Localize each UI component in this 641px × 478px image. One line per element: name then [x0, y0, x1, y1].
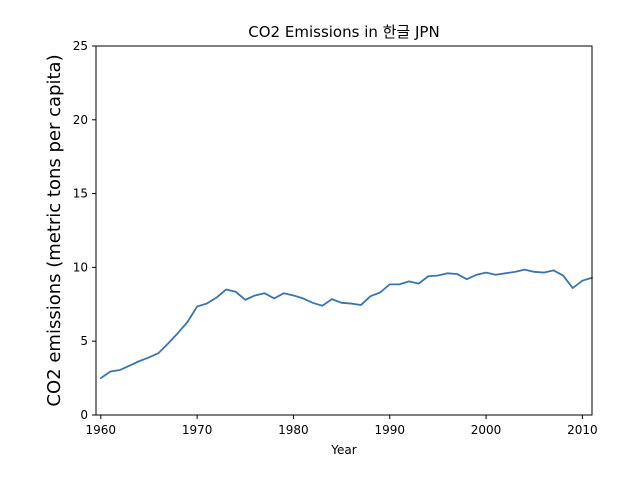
y-axis-label: CO2 emissions (metric tons per capita)	[44, 54, 65, 406]
x-tick-label: 1980	[278, 423, 309, 437]
y-tick-label: 20	[73, 113, 88, 127]
x-tick-label: 1960	[86, 423, 117, 437]
plot-area	[99, 268, 593, 380]
y-axis: 0 5 10 15 20 25	[73, 39, 96, 422]
x-tick-label: 2010	[567, 423, 598, 437]
series-line	[99, 268, 593, 380]
chart-title: CO2 Emissions in 한글 JPN	[248, 23, 439, 41]
x-tick-label: 2000	[471, 423, 502, 437]
y-tick-label: 10	[73, 260, 88, 274]
axes-frame	[95, 45, 593, 416]
x-tick-label: 1990	[374, 423, 405, 437]
x-tick-label: 1970	[182, 423, 213, 437]
y-tick-label: 25	[73, 39, 88, 53]
y-tick-label: 15	[73, 187, 88, 201]
x-axis: 1960 1970 1980 1990 2000 2010	[86, 415, 598, 437]
x-axis-label: Year	[330, 443, 356, 457]
y-tick-label: 0	[80, 408, 88, 422]
y-tick-label: 5	[80, 334, 88, 348]
